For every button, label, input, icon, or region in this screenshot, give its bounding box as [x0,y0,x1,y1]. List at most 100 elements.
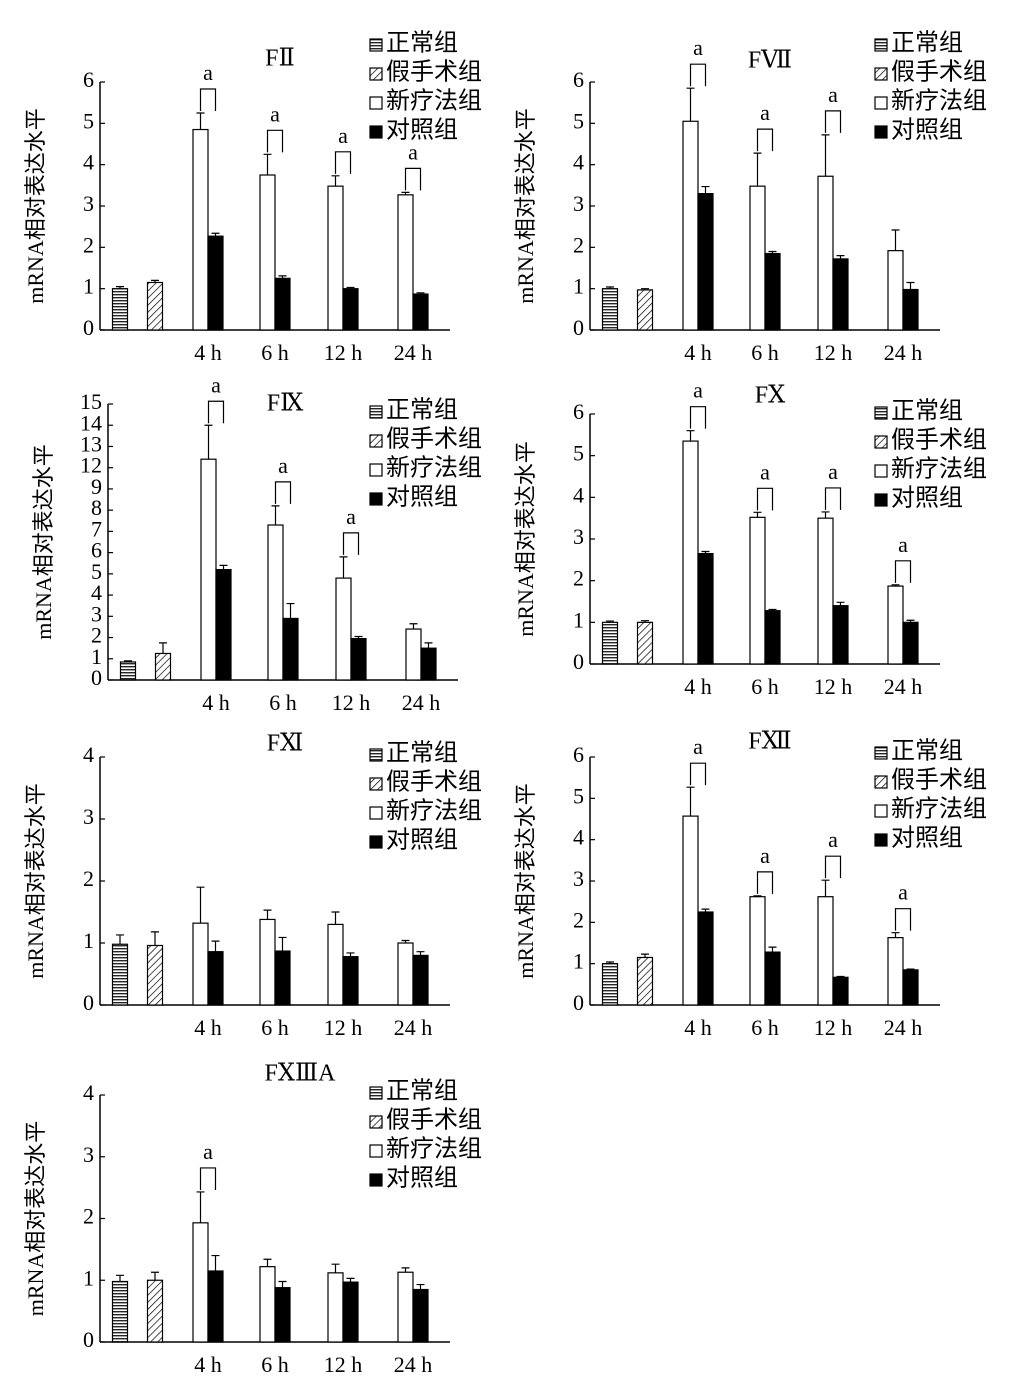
bar [682,440,699,665]
error-bar [401,939,410,943]
legend-swatch [369,748,383,762]
bar [327,923,344,1006]
y-tick-label: 5 [573,108,584,133]
significance-label: a [203,1139,213,1164]
bar [207,1270,224,1343]
y-tick-label: 0 [573,649,584,674]
legend-label: 新疗法组 [891,796,987,823]
x-tick-label: 6 h [751,340,779,365]
error-bar [159,642,167,654]
bar [397,942,414,1006]
legend-swatch [874,96,888,110]
error-bar [821,879,830,897]
error-bar [401,191,410,195]
y-tick-label: 5 [573,441,584,466]
bar [192,922,209,1006]
y-tick-label: 3 [91,601,102,626]
y-tick-label: 1 [573,607,584,632]
significance-label: a [693,35,703,60]
y-tick-label: 1 [83,928,94,953]
bar [832,258,849,331]
bar [335,577,352,681]
error-bar [821,134,830,177]
y-axis-label: mRNA相对表达水平 [23,1121,48,1317]
x-tick-label: 12 h [324,1015,363,1040]
legend-swatch [874,746,888,760]
error-bar [891,584,900,587]
bar [327,1272,344,1343]
error-bar [196,886,205,924]
significance-bracket [894,908,912,931]
bar [749,896,766,1006]
legend-swatch [369,806,383,820]
bar [274,1287,291,1343]
bar [764,951,781,1006]
bar [111,943,129,1006]
error-bar [286,602,295,619]
error-bar [686,87,695,122]
y-tick-label: 6 [83,67,94,92]
y-tick-label: 2 [91,623,102,648]
error-bar [116,934,124,945]
panel: FⅩⅢA mRNA相对表达水平 0 1 2 3 4 4 h a 6 h 12 h 24 h 正常组假手术… [23,1061,482,1378]
error-bar [701,550,710,554]
legend-label: 正常组 [386,397,458,424]
y-tick-label: 0 [573,315,584,340]
legend-swatch [369,463,383,477]
x-tick-label: 12 h [324,1352,363,1377]
legend-label: 对照组 [386,827,458,854]
bar [146,281,164,331]
error-bar [401,1267,410,1273]
y-tick-label: 2 [573,566,584,591]
bar [146,944,164,1006]
error-bar [753,895,762,897]
error-bar [906,281,915,290]
error-bar [116,1274,124,1282]
error-bar [836,255,845,259]
error-bar [641,288,649,290]
bar [420,647,437,681]
bar [342,956,359,1006]
y-tick-label: 4 [573,482,584,507]
legend-swatch [369,38,383,52]
x-tick-label: 24 h [884,674,923,699]
significance-label: a [693,734,703,759]
y-tick-label: 1 [83,1265,94,1290]
significance-label: a [408,139,418,164]
y-tick-label: 4 [573,150,584,175]
error-bar [211,1254,220,1271]
y-tick-label: 6 [91,538,102,563]
legend-label: 正常组 [891,30,963,57]
legend-swatch [369,405,383,419]
y-tick-label: 9 [91,474,102,499]
legend-swatch [874,67,888,81]
bar [207,951,224,1006]
significance-label: a [760,459,770,484]
legend-label: 假手术组 [386,59,482,86]
y-tick-label: 3 [83,804,94,829]
error-bar [821,511,830,519]
error-bar [211,232,220,237]
y-tick-label: 2 [83,1204,94,1229]
legend-label: 正常组 [386,740,458,767]
legend-label: 假手术组 [386,426,482,453]
bar [259,918,276,1006]
legend-swatch [874,493,888,507]
error-bar [686,786,695,817]
bar [192,128,209,331]
significance-bracket [689,63,707,87]
x-tick-label: 24 h [884,340,923,365]
x-tick-label: 6 h [269,690,297,715]
bar [207,235,224,331]
bar [817,896,834,1006]
error-bar [606,286,614,289]
bar [274,277,291,331]
legend-label: 新疗法组 [891,456,987,483]
bar [397,194,414,331]
significance-bracket [756,128,774,152]
significance-label: a [828,459,838,484]
significance-label: a [760,843,770,868]
y-tick-label: 12 [80,453,102,478]
y-tick-label: 4 [83,150,94,175]
